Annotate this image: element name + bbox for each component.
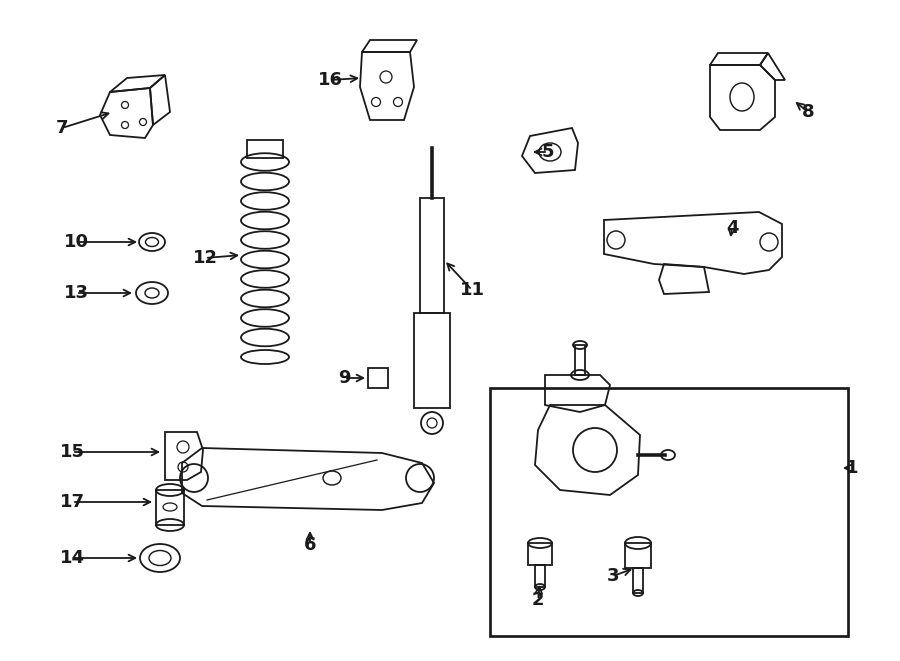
Text: 4: 4 xyxy=(725,219,738,237)
Text: 9: 9 xyxy=(338,369,350,387)
Text: 2: 2 xyxy=(532,591,544,609)
Bar xyxy=(368,368,388,388)
Text: 12: 12 xyxy=(193,249,218,267)
Text: 15: 15 xyxy=(59,443,85,461)
Bar xyxy=(633,568,643,593)
Bar xyxy=(528,543,552,565)
Text: 17: 17 xyxy=(59,493,85,511)
Text: 1: 1 xyxy=(846,459,859,477)
Bar xyxy=(420,198,444,313)
Text: 3: 3 xyxy=(607,567,619,585)
Bar xyxy=(535,565,545,587)
Text: 5: 5 xyxy=(542,143,554,161)
Bar xyxy=(156,490,184,525)
Bar xyxy=(414,313,450,408)
Text: 16: 16 xyxy=(318,71,343,89)
Bar xyxy=(247,140,283,158)
Text: 10: 10 xyxy=(64,233,88,251)
Text: 13: 13 xyxy=(64,284,88,302)
Bar xyxy=(625,543,651,568)
Text: 11: 11 xyxy=(460,281,484,299)
Bar xyxy=(490,388,848,636)
Text: 7: 7 xyxy=(56,119,68,137)
Bar xyxy=(575,345,585,375)
Text: 14: 14 xyxy=(59,549,85,567)
Text: 8: 8 xyxy=(802,103,814,121)
Text: 6: 6 xyxy=(304,536,316,554)
